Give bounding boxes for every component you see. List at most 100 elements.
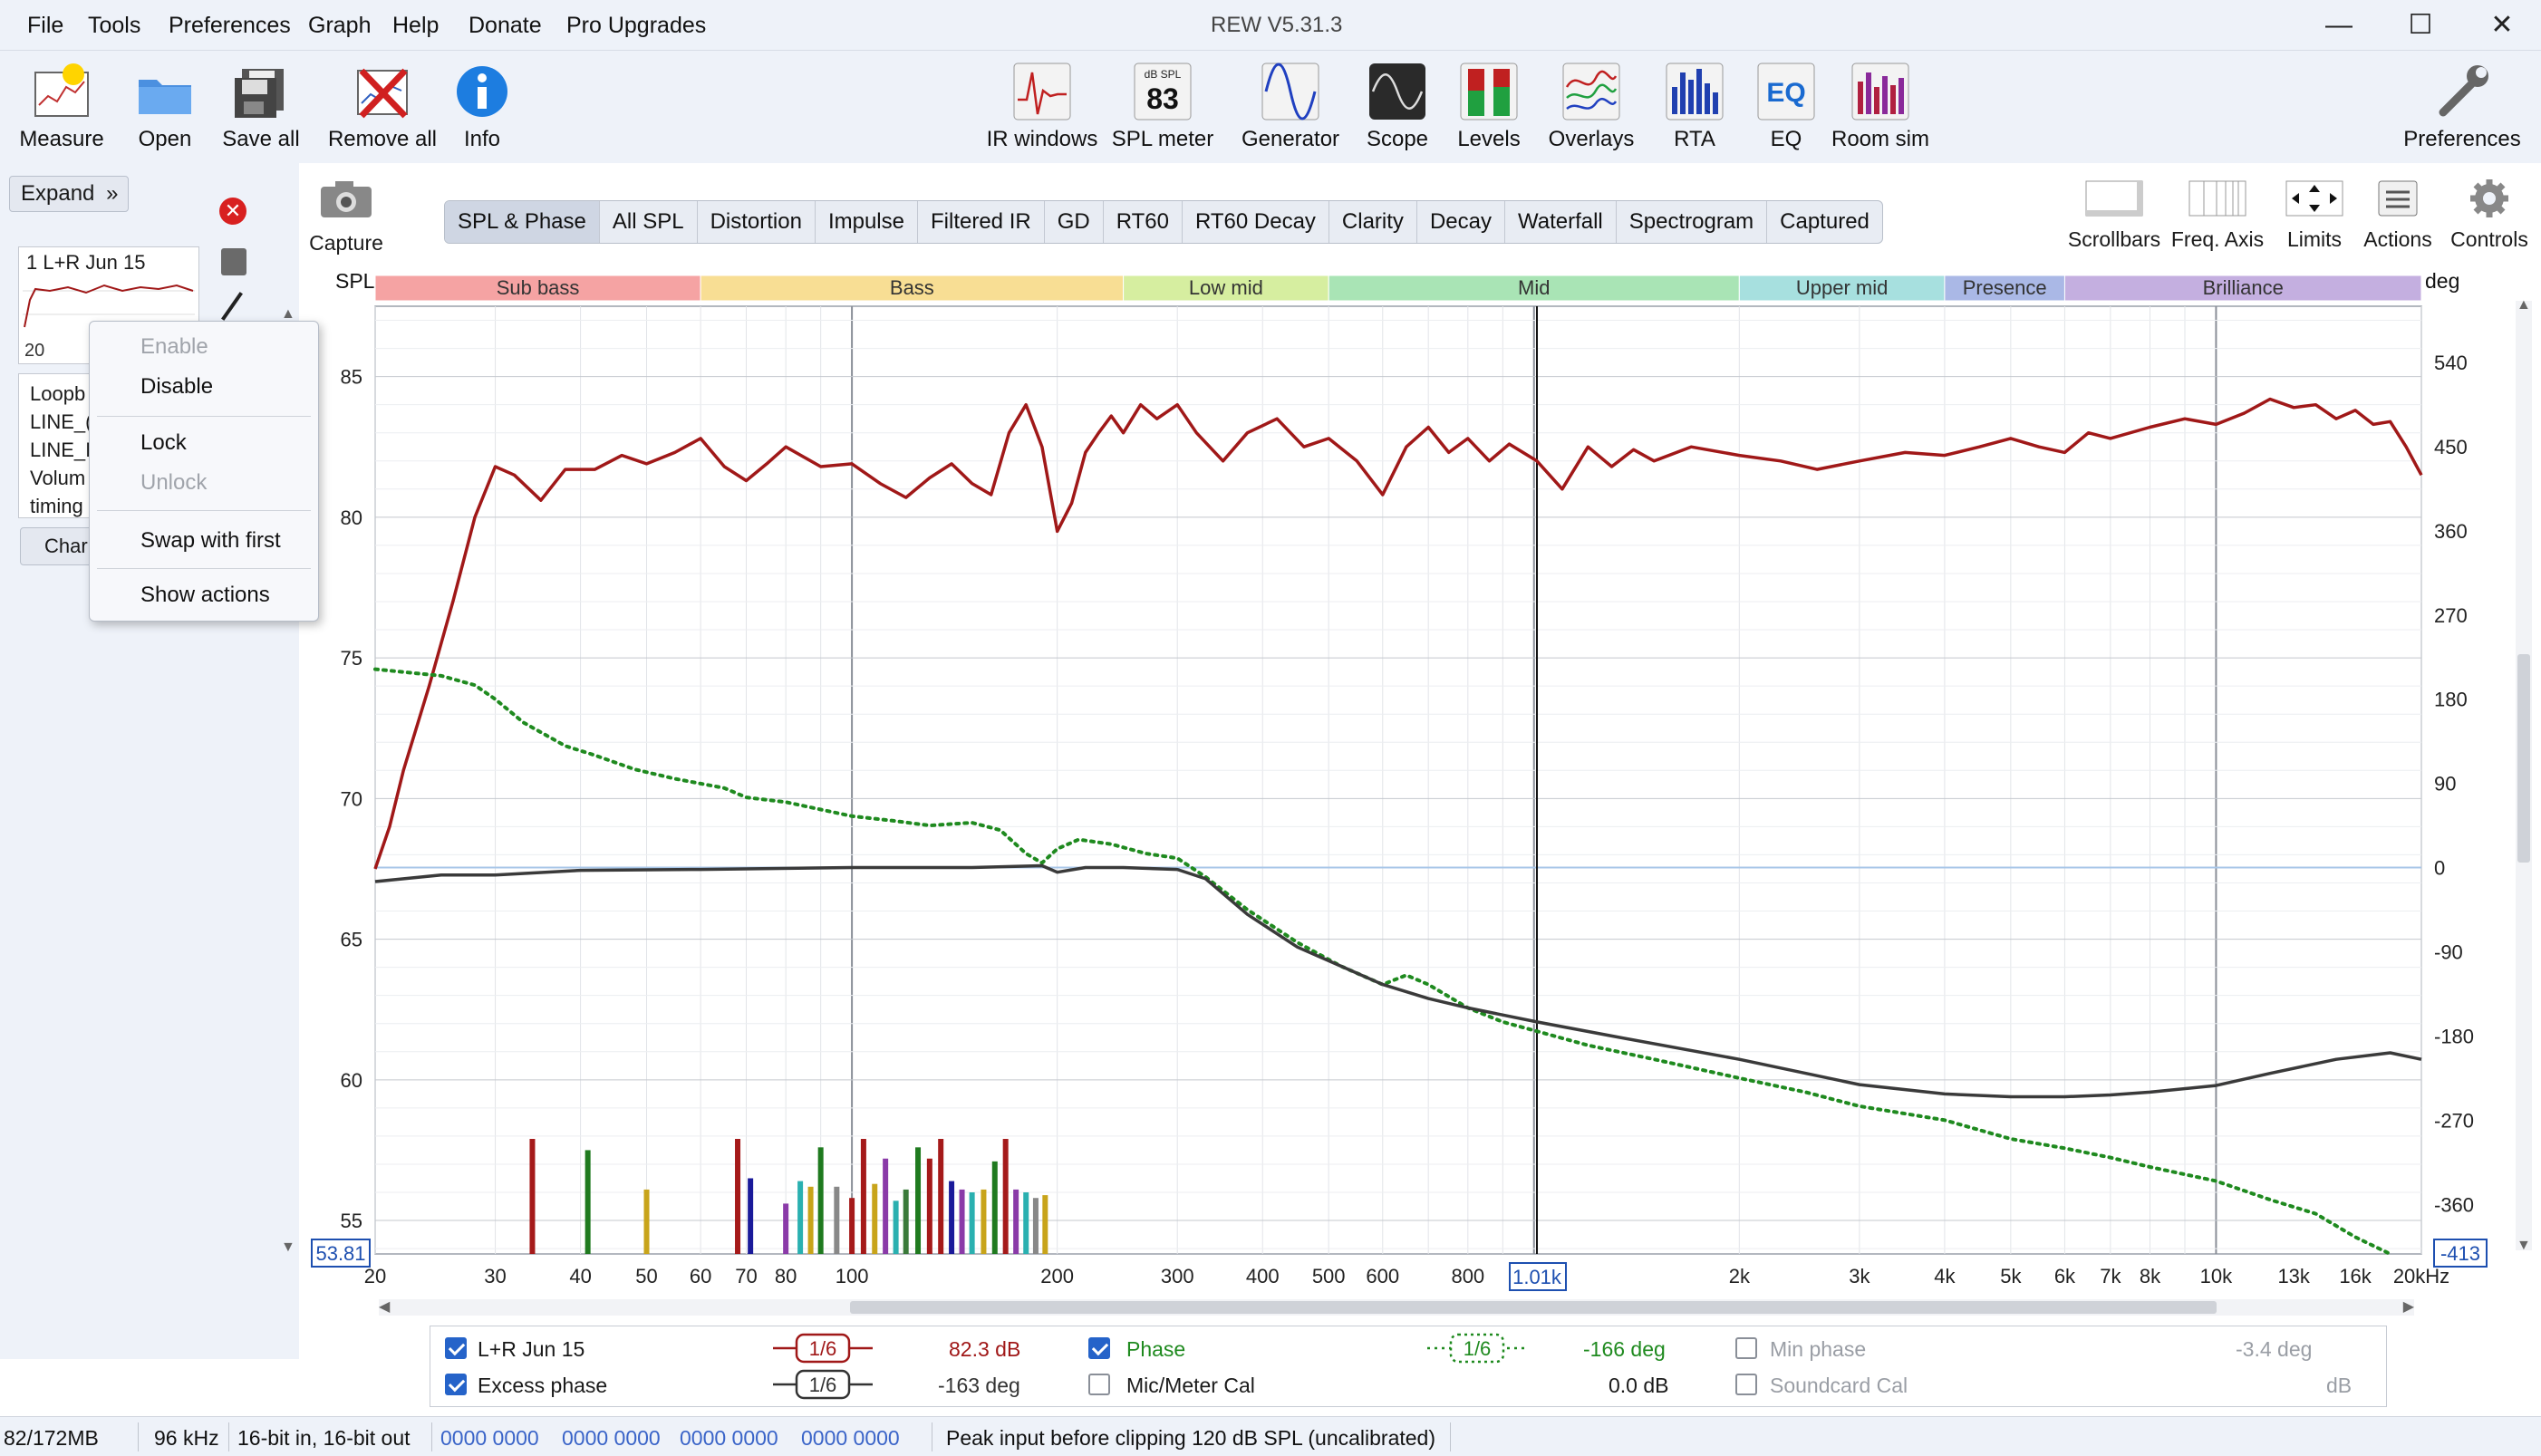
tab-spl-phase[interactable]: SPL & Phase [445,201,600,243]
tab-filtered-ir[interactable]: Filtered IR [918,201,1045,243]
smoothing-lr-jun15[interactable]: 1/6 [773,1332,873,1364]
scrollbar-thumb[interactable] [850,1301,2217,1314]
edit-notes-icon[interactable] [221,248,246,275]
tab-captured[interactable]: Captured [1780,209,1870,234]
menu-pro-upgrades[interactable]: Pro Upgrades [566,13,707,38]
menu-graph[interactable]: Graph [308,13,372,38]
tab-waterfall[interactable]: Waterfall [1505,201,1617,243]
generator-button[interactable]: Generator [1232,60,1349,152]
scroll-right-arrow-icon[interactable]: ▶ [2402,1299,2414,1315]
y-right-tick-label: -270 [2434,1109,2474,1132]
menu-file[interactable]: File [27,13,64,38]
scrollbars-button[interactable]: Scrollbars [2060,178,2169,252]
distortion-bar [1023,1192,1029,1254]
legend-lr-jun15: L+R Jun 15 [478,1337,585,1361]
checkbox-lr-jun15[interactable] [445,1337,467,1359]
graph-horizontal-scrollbar[interactable]: ◀ ▶ [379,1299,2414,1316]
freq-axis-button[interactable]: Freq. Axis [2163,178,2272,252]
preferences-button[interactable]: Preferences [2403,60,2521,152]
menu-show-actions[interactable]: Show actions [140,583,270,607]
tab-distortion[interactable]: Distortion [698,201,816,243]
scroll-down-arrow-icon[interactable]: ▼ [281,1239,295,1255]
x-tick-label: 16k [2339,1265,2372,1287]
tab-gd[interactable]: GD [1045,201,1104,243]
eq-icon: EQ [1757,63,1815,121]
pen-icon[interactable] [221,292,243,321]
remove-all-button[interactable]: Remove all [324,60,441,152]
distortion-bar [959,1189,965,1254]
tab-rt60-decay[interactable]: RT60 Decay [1183,201,1329,243]
y-right-tick-label: 360 [2434,520,2468,543]
expand-button[interactable]: Expand » [9,176,129,212]
scrollbar-thumb[interactable] [2517,654,2530,863]
limits-button[interactable]: Limits [2260,178,2369,252]
menu-enable[interactable]: Enable [140,334,208,359]
thumbnail-tick: 20 [24,341,45,361]
x-tick-label: 30 [484,1265,506,1287]
distortion-bar [1042,1195,1048,1254]
checkbox-mic-meter-cal[interactable] [1088,1374,1110,1395]
levels-button[interactable]: Levels [1430,60,1548,152]
menu-separator [97,416,311,417]
menu-disable[interactable]: Disable [140,374,214,399]
expand-label: Expand [21,181,95,206]
open-button[interactable]: Open [106,60,224,152]
band-mid [1328,275,1740,302]
x-tick-label: 8k [2140,1265,2161,1287]
info-button[interactable]: Info [423,60,541,152]
checkbox-excess-phase[interactable] [445,1374,467,1395]
svg-text:1/6: 1/6 [809,1337,837,1360]
arrows-expand-icon [2285,180,2343,217]
spl-phase-graph[interactable]: Sub bass Bass Low mid Mid Upper mid Presence B… [299,263,2541,1318]
scope-button[interactable]: Scope [1338,60,1456,152]
smoothing-excess-phase[interactable]: 1/6 [773,1368,873,1401]
spl-meter-button[interactable]: dB SPL 83 SPL meter [1104,60,1222,152]
scroll-down-arrow-icon[interactable]: ▼ [2517,1238,2531,1253]
tab-rt60[interactable]: RT60 [1104,201,1183,243]
x-tick-label: 60 [690,1265,711,1287]
eq-button[interactable]: EQ EQ [1727,60,1845,152]
tab-all-spl[interactable]: All SPL [600,201,698,243]
checkbox-phase[interactable] [1088,1337,1110,1359]
menu-donate[interactable]: Donate [469,13,542,38]
graph-vertical-scrollbar[interactable]: ▲ ▼ [2516,297,2532,1253]
tab-impulse[interactable]: Impulse [816,201,918,243]
rta-button[interactable]: RTA [1636,60,1754,152]
checkbox-soundcard-cal[interactable] [1735,1374,1757,1395]
minimize-button[interactable]: — [2325,10,2353,40]
menu-swap-with-first[interactable]: Swap with first [140,528,281,553]
tab-decay[interactable]: Decay [1417,201,1505,243]
remove-measurement-icon[interactable]: ✕ [219,198,246,225]
menu-tools[interactable]: Tools [88,13,141,38]
smoothing-phase[interactable]: 1/6 [1427,1332,1527,1364]
menu-help[interactable]: Help [392,13,440,38]
menu-unlock[interactable]: Unlock [140,470,208,495]
checkbox-min-phase[interactable] [1735,1337,1757,1359]
tab-spectrogram[interactable]: Spectrogram [1617,201,1768,243]
save-all-button[interactable]: Save all [202,60,320,152]
scroll-left-arrow-icon[interactable]: ◀ [379,1299,391,1315]
ir-windows-button[interactable]: IR windows [983,60,1101,152]
overlays-button[interactable]: Overlays [1532,60,1650,152]
band-label: Brilliance [2203,276,2284,299]
menu-lock[interactable]: Lock [140,430,187,455]
close-window-button[interactable]: ✕ [2490,10,2514,40]
info-icon [457,66,507,117]
main-toolbar: Measure Open Save all Remove all [0,51,2541,163]
actions-button[interactable]: Actions [2343,178,2452,252]
distortion-bar [903,1189,909,1254]
distortion-bar [807,1186,814,1254]
scroll-up-arrow-icon[interactable]: ▲ [2517,297,2531,313]
maximize-button[interactable]: ☐ [2408,10,2433,40]
io-level-1: 0000 0000 [440,1426,539,1450]
distortion-bar [529,1139,536,1254]
capture-button[interactable]: Capture [301,178,391,256]
measure-button[interactable]: Measure [3,60,121,152]
band-brilliance [2063,275,2422,302]
menu-preferences[interactable]: Preferences [169,13,291,38]
scroll-up-arrow-icon[interactable]: ▲ [281,306,295,322]
room-sim-button[interactable]: Room sim [1821,60,1939,152]
memory-usage[interactable]: 82/172MB [4,1426,99,1450]
controls-button[interactable]: Controls [2435,178,2541,252]
tab-clarity[interactable]: Clarity [1329,201,1417,243]
